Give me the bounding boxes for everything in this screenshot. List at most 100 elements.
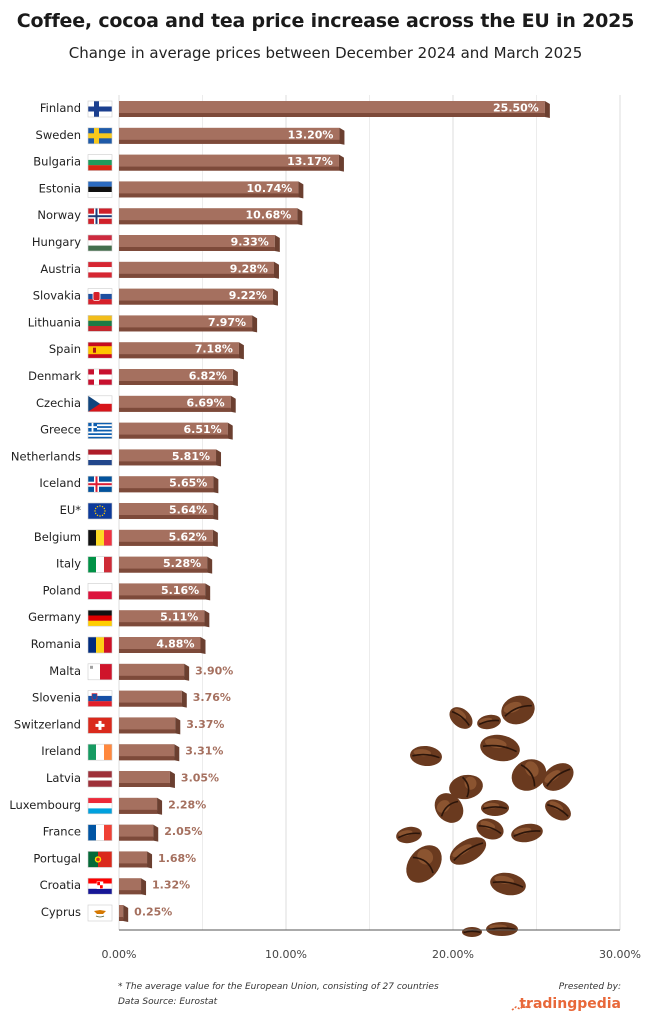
coffee-bean <box>490 872 526 896</box>
bar <box>119 101 550 118</box>
bar <box>119 181 304 199</box>
bar <box>119 422 233 440</box>
bar <box>119 610 210 628</box>
bar-end-face <box>205 583 211 601</box>
bar-shadow-band <box>119 247 275 251</box>
bar-shadow-band <box>119 675 185 680</box>
estonia-flag-icon <box>87 181 113 198</box>
category-label: Poland <box>43 583 81 597</box>
value-label: 4.88% <box>156 638 194 651</box>
bar-end-face <box>204 610 210 628</box>
x-tick-label: 0.00% <box>102 948 137 961</box>
value-label: 1.32% <box>152 879 190 892</box>
category-label: EU* <box>60 503 82 517</box>
x-axis: 0.00% 10.00% 20.00% 30.00% <box>102 929 641 961</box>
bar-end-face <box>147 851 153 869</box>
bar-end-face <box>200 637 206 654</box>
bar-shadow-band <box>119 381 233 385</box>
bar-end-face <box>181 690 187 708</box>
bar-chart: 25.50% Finland 13.20% Sweden 13.17% Bulgaria 1… <box>9 95 641 961</box>
bar-shadow-band <box>119 809 158 814</box>
coffee-bean <box>434 793 464 823</box>
bar-shadow-band <box>119 729 176 734</box>
bar <box>119 556 213 574</box>
coffee-bean <box>542 763 574 791</box>
bar-end-face <box>174 744 180 762</box>
bar-shadow-band <box>119 836 154 841</box>
chart-subtitle: Change in average prices between Decembe… <box>68 44 583 62</box>
value-label: 1.68% <box>158 852 196 865</box>
bar-end-face <box>169 771 175 788</box>
value-label: 2.05% <box>164 825 202 838</box>
x-tick-label: 30.00% <box>599 948 641 961</box>
bar-shadow-band <box>119 568 208 573</box>
bar <box>119 663 190 681</box>
bar <box>119 905 129 922</box>
portugal-flag-icon <box>87 851 113 868</box>
category-label: Austria <box>40 262 81 276</box>
bar-shadow-band <box>119 434 228 439</box>
value-label: 6.82% <box>189 370 227 383</box>
latvia-flag-icon <box>87 770 113 788</box>
bar-shadow-band <box>119 300 273 305</box>
bar-end-face <box>213 503 219 520</box>
bar-end-face <box>273 261 279 279</box>
category-label: Malta <box>49 664 81 678</box>
chart-title: Coffee, cocoa and tea price increase acr… <box>16 10 635 32</box>
bar-end-face <box>232 369 238 386</box>
bar <box>119 235 280 252</box>
germany-flag-icon <box>87 609 113 627</box>
greece-flag-icon <box>87 422 113 439</box>
sweden-flag-icon <box>87 127 113 145</box>
bar-shadow-band <box>119 407 231 412</box>
bar <box>119 878 147 896</box>
italy-flag-icon <box>87 556 113 573</box>
bar <box>119 476 219 494</box>
bar-end-face <box>227 422 233 440</box>
coffee-bean <box>480 734 520 762</box>
value-label: 6.51% <box>184 423 222 436</box>
bars <box>119 101 550 922</box>
category-label: Estonia <box>39 181 81 195</box>
bar-end-face <box>274 235 280 252</box>
value-label: 3.90% <box>195 664 233 677</box>
value-label: 0.25% <box>134 906 172 919</box>
value-label: 5.64% <box>169 504 207 517</box>
iceland-flag-icon <box>87 475 113 493</box>
category-label: Slovenia <box>32 691 81 705</box>
ireland-flag-icon <box>87 743 113 761</box>
bar-shadow-band <box>119 541 213 546</box>
bar-end-face <box>216 449 222 467</box>
bar <box>119 315 258 333</box>
finland-flag-icon <box>87 100 113 118</box>
value-label: 5.28% <box>163 557 201 570</box>
value-label: 5.16% <box>161 584 199 597</box>
bar-shadow-band <box>119 273 274 278</box>
value-label: 5.11% <box>160 611 198 624</box>
bar-end-face <box>238 342 244 360</box>
brand-wave-icon <box>511 1003 533 1011</box>
bar <box>119 637 206 654</box>
eu-flag-icon <box>87 502 113 520</box>
bar-end-face <box>175 717 181 735</box>
bar-end-face <box>184 663 190 681</box>
coffee-bean <box>449 707 473 729</box>
category-label: Portugal <box>33 851 81 865</box>
coffee-bean <box>449 774 483 800</box>
bar-shadow-band <box>119 139 340 144</box>
coffee-bean <box>410 745 442 767</box>
value-label: 9.33% <box>231 236 269 249</box>
switzerland-flag-icon <box>87 717 113 734</box>
coffee-bean <box>476 818 504 840</box>
bar-shadow-band <box>119 756 175 761</box>
coffee-bean <box>486 922 518 936</box>
bar <box>119 208 303 226</box>
bulgaria-flag-icon <box>87 154 113 171</box>
austria-flag-icon <box>87 261 113 279</box>
bar <box>119 395 236 413</box>
cyprus-flag-icon <box>87 904 113 922</box>
category-label: Luxembourg <box>9 798 81 812</box>
coffee-beans-illustration <box>396 695 574 937</box>
category-label: Bulgaria <box>33 155 81 169</box>
data-source: Data Source: Eurostat <box>118 997 218 1007</box>
